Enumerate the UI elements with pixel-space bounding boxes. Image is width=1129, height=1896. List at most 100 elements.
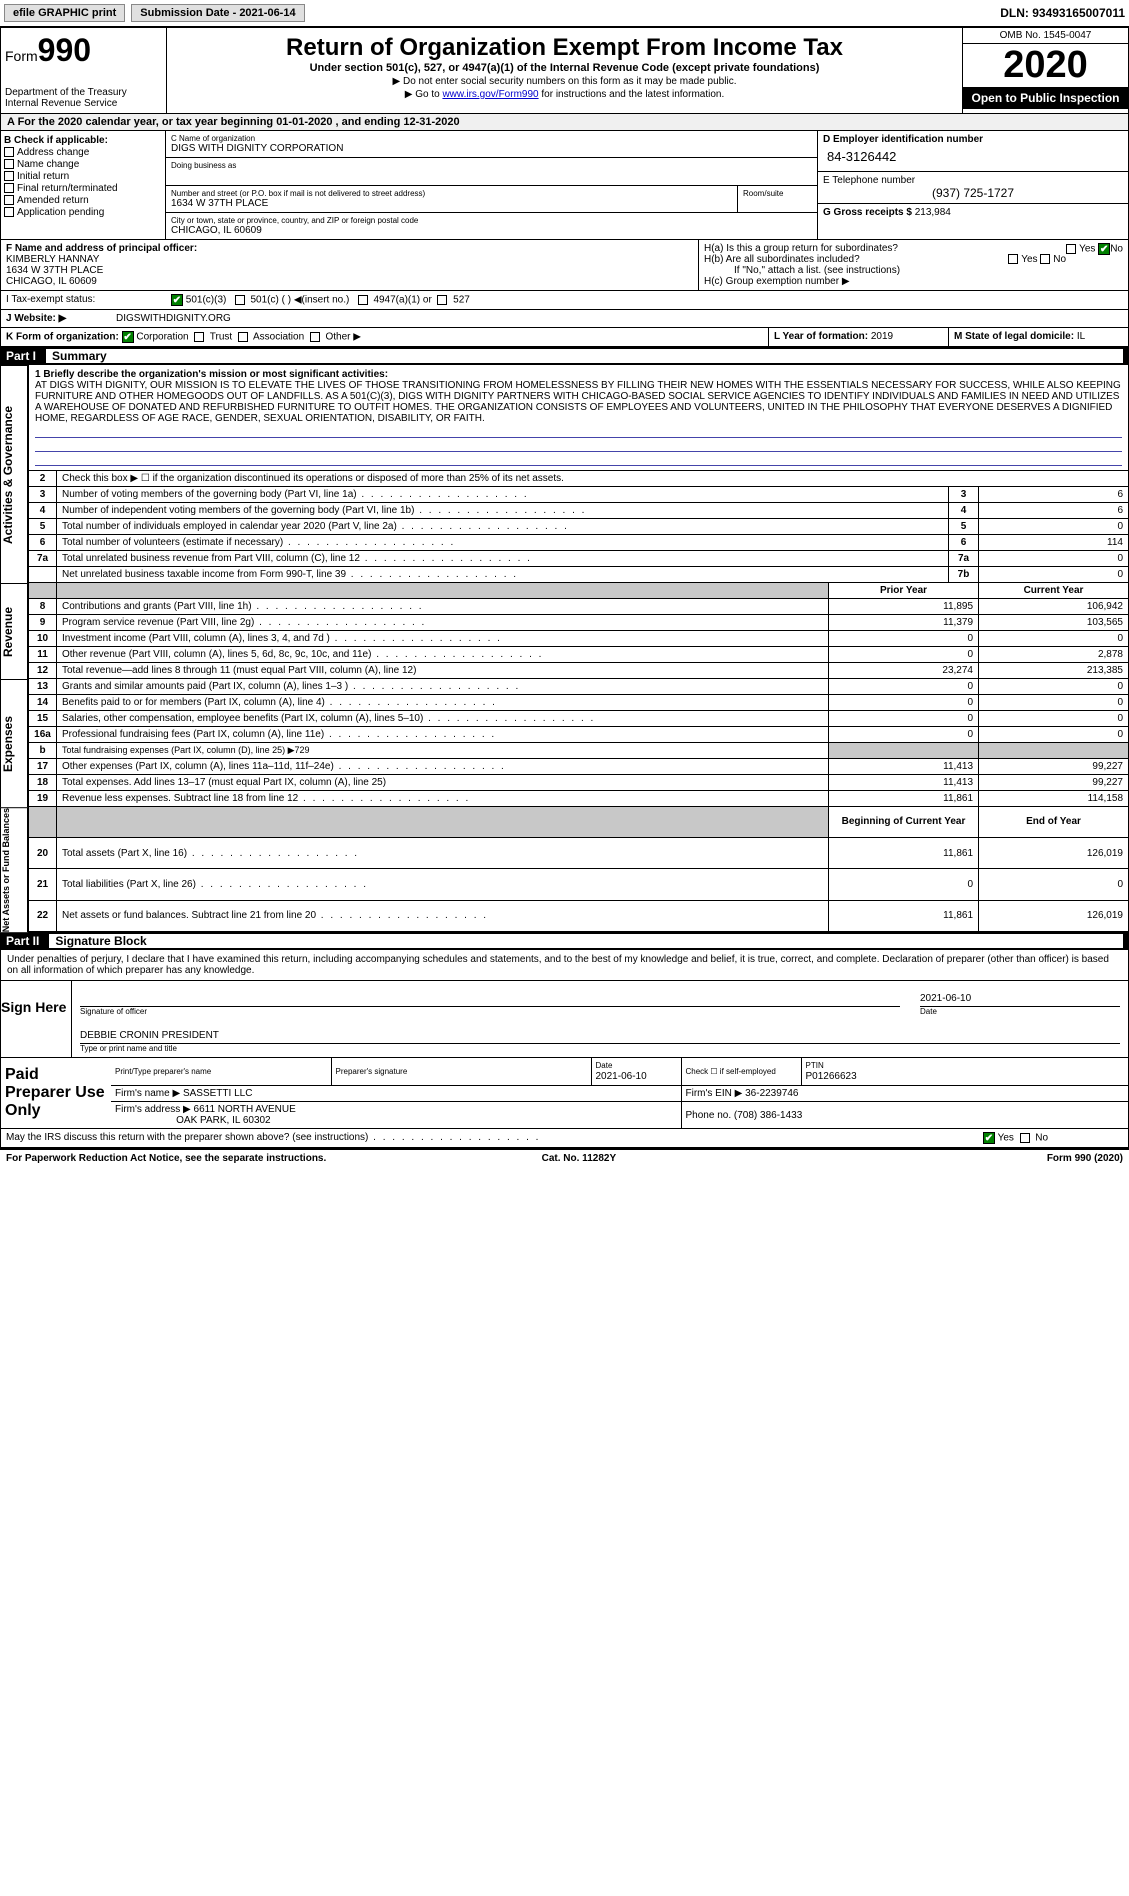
curr-18: 99,227 — [979, 775, 1129, 791]
curr-22: 126,019 — [979, 900, 1129, 931]
final-return: Final return/terminated — [17, 183, 118, 194]
line-20: Total assets (Part X, line 16) — [57, 837, 829, 868]
checkbox-icon[interactable] — [235, 295, 245, 305]
501c: 501(c) ( ) ◀(insert no.) — [250, 295, 349, 306]
part1-label: Part I — [6, 349, 46, 363]
curr-12: 213,385 — [979, 663, 1129, 679]
side-expenses: Expenses — [0, 679, 28, 807]
prior-8: 11,895 — [829, 599, 979, 615]
discuss-no: No — [1035, 1133, 1048, 1144]
hb-note: If "No," attach a list. (see instruction… — [704, 265, 1123, 276]
dba-label: Doing business as — [171, 161, 812, 170]
ptin-lbl: PTIN — [806, 1061, 824, 1070]
ha-label: H(a) Is this a group return for subordin… — [704, 243, 898, 254]
hb-label: H(b) Are all subordinates included? — [704, 254, 860, 265]
side-revenue: Revenue — [0, 583, 28, 679]
prep-date-lbl: Date — [596, 1061, 613, 1070]
officer-addr2: CHICAGO, IL 60609 — [6, 276, 693, 287]
checkbox-icon[interactable] — [238, 332, 248, 342]
form-prefix: Form — [5, 48, 38, 64]
firm-ein-lbl: Firm's EIN ▶ — [686, 1088, 743, 1099]
yes-label: Yes — [1079, 244, 1095, 255]
footer-mid: Cat. No. 11282Y — [542, 1153, 616, 1164]
name-caption: Type or print name and title — [80, 1044, 1120, 1053]
blank-line — [35, 456, 1122, 466]
end-year-hdr: End of Year — [979, 807, 1129, 837]
checkbox-icon[interactable] — [4, 183, 14, 193]
revenue-table: Prior YearCurrent Year 8Contributions an… — [28, 583, 1129, 679]
curr-15: 0 — [979, 711, 1129, 727]
line-3: Number of voting members of the governin… — [57, 487, 949, 503]
no-label: No — [1110, 244, 1123, 255]
prior-21: 0 — [829, 869, 979, 900]
checkbox-icon[interactable] — [310, 332, 320, 342]
taxexempt-label: I Tax-exempt status: — [1, 291, 166, 309]
checkbox-icon[interactable] — [4, 147, 14, 157]
ssn-note: ▶ Do not enter social security numbers o… — [173, 76, 956, 87]
ein-value: 84-3126442 — [823, 145, 1123, 168]
checkbox-icon[interactable] — [1008, 254, 1018, 264]
tax-period: A For the 2020 calendar year, or tax yea… — [0, 114, 1129, 131]
checkbox-icon[interactable] — [194, 332, 204, 342]
topbar: efile GRAPHIC print Submission Date - 20… — [0, 0, 1129, 27]
shade-cell — [829, 743, 979, 759]
checkbox-icon[interactable] — [358, 295, 368, 305]
checkbox-icon[interactable] — [1020, 1133, 1030, 1143]
trust: Trust — [210, 332, 232, 343]
irs-link[interactable]: www.irs.gov/Form990 — [442, 89, 538, 100]
curr-14: 0 — [979, 695, 1129, 711]
curr-11: 2,878 — [979, 647, 1129, 663]
prior-9: 11,379 — [829, 615, 979, 631]
prior-18: 11,413 — [829, 775, 979, 791]
firm-addr1: 6611 NORTH AVENUE — [194, 1104, 296, 1115]
checkbox-icon[interactable] — [4, 207, 14, 217]
expenses-section: Expenses 13Grants and similar amounts pa… — [0, 679, 1129, 807]
officer-addr1: 1634 W 37TH PLACE — [6, 265, 693, 276]
checkbox-icon[interactable] — [1066, 244, 1076, 254]
form-header: Form990 Department of the Treasury Inter… — [0, 27, 1129, 114]
line-14: Benefits paid to or for members (Part IX… — [57, 695, 829, 711]
street-address: 1634 W 37TH PLACE — [171, 198, 732, 209]
addr-change: Address change — [17, 147, 89, 158]
form-org-row: K Form of organization: ✔ Corporation Tr… — [0, 328, 1129, 347]
yearform-value: 2019 — [871, 331, 893, 342]
part1-title: Summary — [46, 349, 1123, 363]
checkbox-icon[interactable] — [4, 159, 14, 169]
checkbox-icon[interactable] — [4, 171, 14, 181]
side-netassets: Net Assets or Fund Balances — [0, 807, 28, 932]
city-label: City or town, state or province, country… — [171, 216, 812, 225]
firm-addr-lbl: Firm's address ▶ — [115, 1104, 191, 1115]
date-line: 2021-06-10 — [920, 985, 1120, 1007]
blank-line — [35, 428, 1122, 438]
signature-line[interactable] — [80, 985, 900, 1007]
line-18: Total expenses. Add lines 13–17 (must eq… — [57, 775, 829, 791]
checkbox-icon[interactable] — [4, 195, 14, 205]
footer-left: For Paperwork Reduction Act Notice, see … — [6, 1153, 326, 1164]
open-inspection: Open to Public Inspection — [963, 87, 1128, 109]
line-22: Net assets or fund balances. Subtract li… — [57, 900, 829, 931]
prior-10: 0 — [829, 631, 979, 647]
officer-name: KIMBERLY HANNAY — [6, 254, 693, 265]
checkbox-icon[interactable] — [1040, 254, 1050, 264]
website-value: DIGSWITHDIGNITY.ORG — [111, 310, 236, 327]
netassets-table: Beginning of Current YearEnd of Year 20T… — [28, 807, 1129, 932]
curr-19: 114,158 — [979, 791, 1129, 807]
tax-year: 2020 — [963, 44, 1128, 87]
check-b-column: B Check if applicable: Address change Na… — [1, 131, 166, 239]
prep-phone: (708) 386-1433 — [734, 1110, 802, 1121]
line-16a: Professional fundraising fees (Part IX, … — [57, 727, 829, 743]
line-13: Grants and similar amounts paid (Part IX… — [57, 679, 829, 695]
print-name-lbl: Print/Type preparer's name — [115, 1067, 211, 1076]
sig-officer-caption: Signature of officer — [80, 1007, 900, 1016]
prior-13: 0 — [829, 679, 979, 695]
hc-label: H(c) Group exemption number ▶ — [704, 276, 1123, 287]
governance-table: 2Check this box ▶ ☐ if the organization … — [28, 471, 1129, 583]
line-2: Check this box ▶ ☐ if the organization d… — [57, 471, 1129, 487]
checkbox-icon[interactable] — [437, 295, 447, 305]
subtitle: Under section 501(c), 527, or 4947(a)(1)… — [173, 62, 956, 74]
right-info-column: D Employer identification number 84-3126… — [818, 131, 1128, 239]
perjury-statement: Under penalties of perjury, I declare th… — [0, 950, 1129, 981]
prep-date: 2021-06-10 — [596, 1071, 647, 1082]
val-4: 6 — [979, 503, 1129, 519]
part2-label: Part II — [6, 934, 49, 948]
